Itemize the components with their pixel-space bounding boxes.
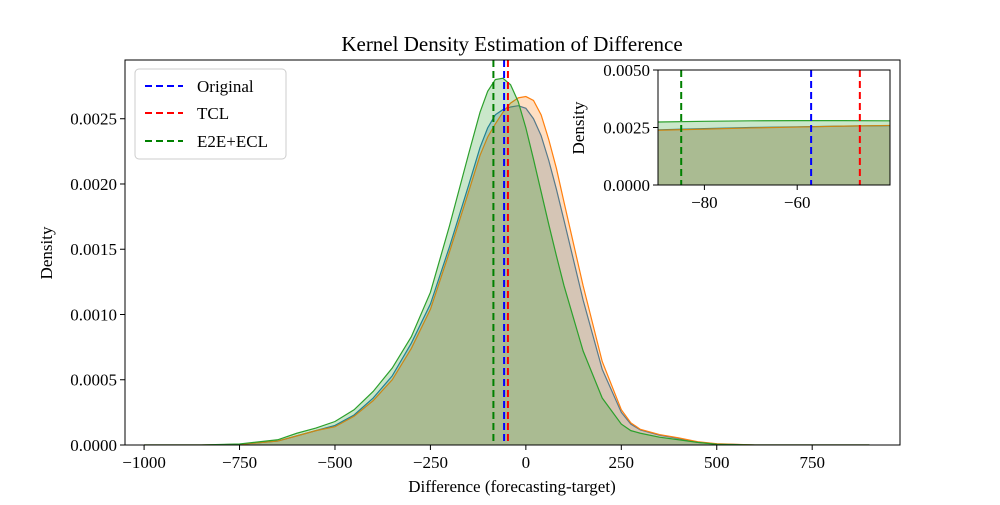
inset-x-tick-label: −80 (691, 193, 718, 212)
x-axis-label: Difference (forecasting-target) (408, 477, 616, 496)
inset-mean-lines (680, 70, 861, 185)
main-x-tick-label: 750 (799, 453, 825, 472)
main-area-original (144, 105, 870, 445)
y-axis-ticks: 0.0000 0.0005 0.0010 0.0015 0.0020 0.0025 (70, 110, 125, 455)
inset-chart: −80 −60 0.0000 0.0025 0.0050 Density (569, 61, 891, 212)
inset-y-axis-ticks: 0.0000 0.0025 0.0050 (603, 61, 658, 195)
main-y-tick-label: 0.0000 (70, 436, 117, 455)
inset-curve-e2e-ecl (658, 120, 890, 123)
inset-area-tcl (658, 125, 890, 185)
mean-lines (492, 60, 509, 445)
main-x-tick-label: −500 (317, 453, 352, 472)
inset-density-areas (658, 120, 890, 185)
inset-y-axis-label: Density (569, 101, 588, 154)
legend-label-original: Original (197, 77, 254, 96)
main-x-tick-label: −750 (222, 453, 257, 472)
main-y-tick-label: 0.0020 (70, 175, 117, 194)
inset-area-e2e-ecl (658, 120, 890, 185)
inset-y-tick-label: 0.0050 (603, 61, 650, 80)
legend-box (134, 68, 287, 160)
main-x-tick-label: 500 (704, 453, 730, 472)
x-axis-ticks: −1000 −750 −500 −250 0 250 500 750 (122, 445, 825, 472)
main-curve-e2e-ecl (144, 77, 870, 445)
inset-area-original (658, 125, 890, 185)
legend-label-e2e-ecl: E2E+ECL (197, 132, 268, 151)
main-area-tcl (144, 96, 870, 445)
inset-y-tick-label: 0.0000 (603, 176, 650, 195)
main-chart: Kernel Density Estimation of Difference … (37, 32, 901, 496)
main-x-tick-label: 0 (522, 453, 531, 472)
inset-y-tick-label: 0.0025 (603, 119, 650, 138)
main-y-tick-label: 0.0025 (70, 110, 117, 129)
inset-x-tick-label: −60 (784, 193, 811, 212)
main-curve-original (144, 105, 870, 445)
main-y-tick-label: 0.0010 (70, 305, 117, 324)
main-curve-tcl (144, 95, 870, 445)
inset-curve-tcl (658, 124, 890, 131)
main-area-e2e-ecl (144, 78, 870, 445)
main-y-tick-label: 0.0015 (70, 240, 117, 259)
density-areas (144, 77, 870, 445)
main-x-tick-label: −250 (413, 453, 448, 472)
main-x-tick-label: −1000 (122, 453, 166, 472)
legend-label-tcl: TCL (197, 104, 229, 123)
inset-x-axis-ticks: −80 −60 (691, 185, 810, 212)
chart-title: Kernel Density Estimation of Difference (341, 32, 682, 56)
plot-frame (124, 59, 901, 446)
legend: Original TCL E2E+ECL (134, 68, 287, 160)
main-y-tick-label: 0.0005 (70, 371, 117, 390)
y-axis-label: Density (37, 226, 56, 279)
main-x-tick-label: 250 (609, 453, 635, 472)
